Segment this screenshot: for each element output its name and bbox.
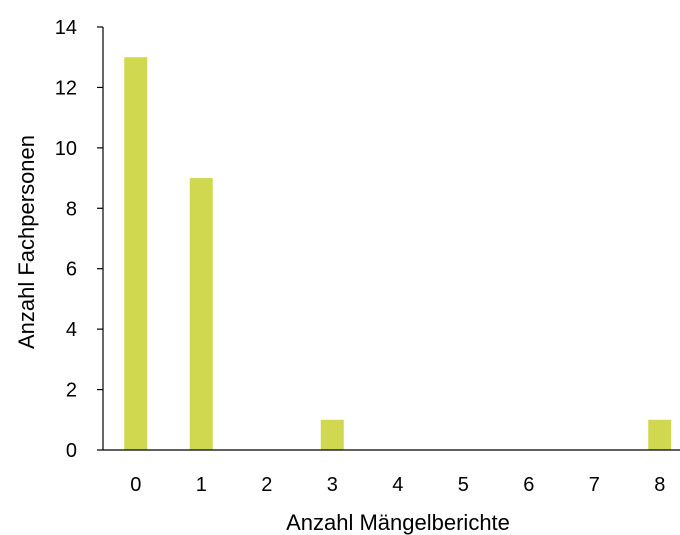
x-tick-label: 8 xyxy=(654,474,665,496)
bar-0 xyxy=(124,57,148,450)
y-tick-label: 6 xyxy=(66,259,77,281)
x-tick-label: 5 xyxy=(458,474,469,496)
y-tick-label: 10 xyxy=(55,138,77,160)
x-tick-label: 1 xyxy=(196,474,207,496)
bar-1 xyxy=(189,178,213,451)
x-tick-label: 4 xyxy=(392,474,403,496)
x-axis: 0 1 2 3 4 5 6 7 8 xyxy=(103,449,680,496)
bars-group xyxy=(124,57,672,451)
y-tick-label: 8 xyxy=(66,198,77,220)
y-tick-label: 2 xyxy=(66,380,77,402)
y-axis-title: Anzahl Fachpersonen xyxy=(14,135,39,349)
x-axis-title: Anzahl Mängelberichte xyxy=(286,510,510,535)
x-tick-label: 6 xyxy=(523,474,534,496)
y-tick-label: 4 xyxy=(66,319,77,341)
bar-3 xyxy=(320,419,344,450)
x-tick-label: 3 xyxy=(327,474,338,496)
y-axis: 0 2 4 6 8 10 12 14 xyxy=(55,17,104,462)
x-tick-label: 7 xyxy=(589,474,600,496)
y-tick-label: 12 xyxy=(55,77,77,99)
y-tick-label: 14 xyxy=(55,17,77,39)
y-tick-label: 0 xyxy=(66,440,77,462)
x-tick-label: 2 xyxy=(261,474,272,496)
bar-8 xyxy=(648,419,672,450)
x-tick-label: 0 xyxy=(130,474,141,496)
